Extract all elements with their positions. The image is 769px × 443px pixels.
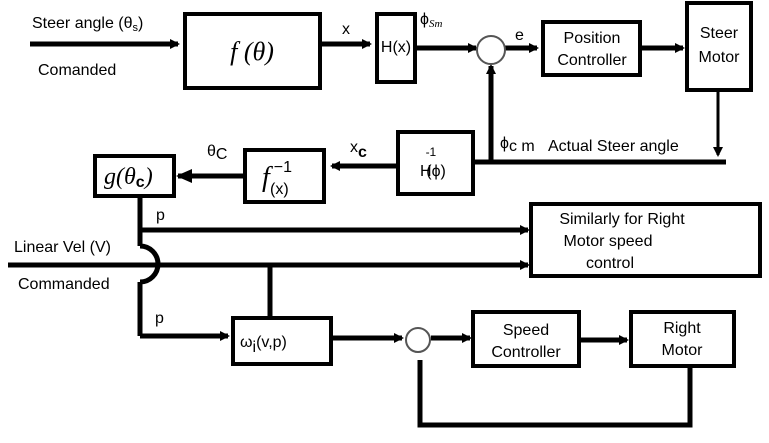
speed-controller-label-2: Controller	[491, 344, 561, 361]
position-controller-label-1: Position	[564, 30, 621, 47]
f-theta-block	[183, 12, 322, 90]
right-motor-label-2: Motor	[662, 342, 704, 359]
linear-commanded-label: Commanded	[18, 276, 110, 293]
steer-angle-label: Steer angle (θs)	[32, 15, 143, 34]
steer-motor-block	[685, 1, 753, 92]
p-top-label: p	[156, 207, 165, 224]
position-controller-label-2: Controller	[557, 52, 627, 69]
steer-motor-label-1: Steer	[700, 25, 739, 42]
speed-feedback-loop	[417, 360, 693, 428]
similarly-block	[529, 202, 762, 278]
h-inverse-block	[396, 130, 475, 196]
h-inverse-label: H-1 (ϕ)	[420, 145, 446, 180]
theta-c-label: θC	[207, 143, 227, 163]
f-inverse-block	[243, 148, 326, 204]
linear-vel-label: Linear Vel (V)	[14, 239, 111, 256]
f-theta-label: f (θ)	[230, 37, 274, 66]
similarly-label-3: control	[586, 255, 634, 272]
g-theta-block	[93, 154, 176, 198]
h-x-label: H(x)	[381, 39, 411, 56]
steer-motor-label-2: Motor	[699, 49, 741, 66]
speed-summing-junction	[405, 327, 431, 353]
speed-controller-block	[471, 310, 581, 368]
e-signal-label: e	[515, 27, 524, 44]
right-motor-block	[629, 310, 736, 368]
similarly-label-2: Motor speed	[564, 233, 653, 250]
similarly-label-1: Similarly for Right	[559, 211, 685, 228]
actual-steer-angle-label: Actual Steer angle	[548, 138, 679, 155]
phi-sm-label: ϕSm	[420, 11, 442, 30]
omega-label: ωi(v,p)	[240, 334, 287, 356]
x-c-label: xc	[350, 139, 367, 161]
speed-controller-label-1: Speed	[503, 322, 549, 339]
phi-cm-label: ϕc m	[500, 135, 535, 155]
f-inverse-label: f −1 (x)	[262, 159, 292, 198]
steer-summing-junction	[476, 35, 506, 65]
p-bottom-label: p	[155, 310, 164, 327]
g-theta-label: g(θc)	[104, 164, 153, 191]
x-signal-label: x	[342, 21, 350, 38]
right-motor-label-1: Right	[663, 320, 701, 337]
omega-block	[231, 316, 333, 366]
position-controller-block	[541, 20, 642, 77]
h-x-block	[375, 12, 417, 84]
steer-commanded-label: Comanded	[38, 62, 116, 79]
